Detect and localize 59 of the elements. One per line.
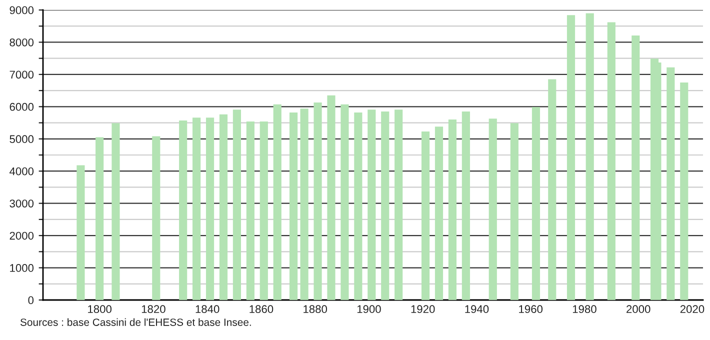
- bar: [448, 120, 457, 300]
- bar: [434, 126, 444, 300]
- x-tick-label: 2000: [626, 305, 650, 314]
- bar: [219, 114, 228, 300]
- bar: [289, 112, 298, 300]
- y-tick-label: 6000: [10, 102, 34, 111]
- bar: [680, 82, 688, 300]
- y-tick-label: 5000: [10, 135, 34, 144]
- bar: [381, 112, 390, 300]
- bar: [112, 123, 120, 300]
- bar: [394, 110, 403, 300]
- bar: [192, 118, 201, 300]
- bar: [532, 106, 540, 300]
- x-tick-label: 1980: [572, 305, 596, 314]
- bar: [96, 137, 104, 300]
- bar: [340, 104, 349, 300]
- x-tick-label: 1960: [519, 305, 543, 314]
- bar: [76, 165, 85, 300]
- y-tick-label: 0: [28, 296, 34, 304]
- bar: [152, 136, 160, 300]
- y-tick-label: 4000: [10, 167, 34, 176]
- y-tick-label: 2000: [10, 232, 34, 240]
- bar: [488, 118, 497, 300]
- bar: [607, 22, 616, 300]
- bar: [421, 131, 430, 300]
- bar: [179, 120, 188, 300]
- x-tick-label: 1900: [357, 305, 381, 314]
- bar: [260, 121, 268, 300]
- bar: [632, 35, 640, 300]
- bar: [300, 108, 308, 300]
- bar: [327, 95, 336, 300]
- x-tick-label: 1940: [465, 305, 489, 314]
- bar: [548, 79, 556, 300]
- bar: [368, 110, 376, 300]
- y-tick-label: 1000: [10, 264, 34, 272]
- source-note: Sources : base Cassini de l'EHESS et base Insee.: [20, 318, 251, 326]
- bar: [566, 15, 576, 300]
- bar: [650, 58, 659, 300]
- bar: [666, 67, 675, 300]
- x-tick-label: 1820: [142, 305, 166, 314]
- bar: [314, 102, 322, 300]
- y-tick-label: 9000: [10, 6, 34, 14]
- y-tick-label: 3000: [10, 200, 34, 208]
- bar: [273, 104, 282, 300]
- bar: [232, 110, 241, 300]
- bar: [510, 123, 518, 300]
- x-tick-label: 1800: [88, 305, 112, 314]
- y-tick-label: 8000: [10, 38, 34, 46]
- bar: [462, 112, 470, 300]
- x-tick-label: 1840: [196, 305, 220, 314]
- y-tick-label: 7000: [10, 70, 34, 79]
- x-tick-label: 2020: [680, 305, 704, 314]
- bar: [206, 118, 214, 300]
- bar: [246, 121, 254, 300]
- bar: [354, 112, 362, 300]
- x-tick-label: 1880: [304, 305, 328, 314]
- bar: [586, 13, 594, 300]
- x-tick-label: 1920: [411, 305, 435, 314]
- x-tick-label: 1860: [250, 305, 274, 314]
